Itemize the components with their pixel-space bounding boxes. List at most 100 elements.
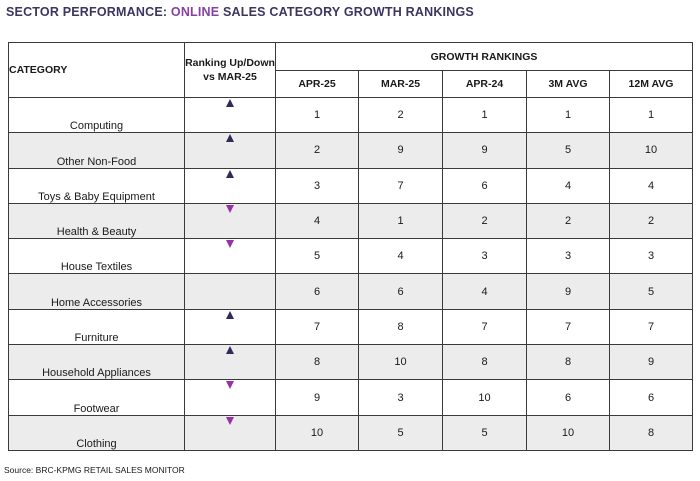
triangle-down-icon [226,204,234,213]
trend-cell [184,414,276,451]
table-row: Health & Beauty 4 1 2 2 2 [8,202,694,240]
table-row: Home Accessories 6 6 4 9 5 [8,273,694,310]
rank-value-cell: 3 [275,167,359,204]
rank-value-cell: 9 [358,132,443,169]
rank-value-cell: 1 [442,96,527,134]
rank-value-cell: 7 [442,308,527,346]
trend-cell [184,96,276,134]
category-cell: Home Accessories [8,273,185,310]
table-row: Other Non-Food 2 9 9 5 10 [8,132,694,169]
column-header: MAR-25 [358,70,443,98]
table-row: Household Appliances 8 10 8 8 9 [8,344,694,381]
rank-value-cell: 4 [442,273,527,310]
category-cell: Computing [8,96,185,134]
page-title: SECTOR PERFORMANCE: ONLINE SALES CATEGOR… [6,5,474,19]
rank-value-cell: 7 [275,308,359,346]
rank-value-cell: 5 [608,273,694,310]
header-ranking: Ranking Up/Down vs MAR-25 [184,42,276,98]
rank-value-cell: 4 [358,238,443,275]
title-prefix: SECTOR PERFORMANCE: [6,5,171,19]
triangle-down-icon [226,240,234,249]
rank-value-cell: 2 [275,132,359,169]
rank-value-cell: 6 [526,379,610,416]
rank-value-cell: 7 [526,308,610,346]
trend-cell [184,202,276,240]
category-cell: Toys & Baby Equipment [8,167,185,204]
rank-value-cell: 9 [275,379,359,416]
rank-value-cell: 4 [275,202,359,240]
table-row: Clothing 10 5 5 10 8 [8,414,694,451]
triangle-down-icon [226,381,234,390]
rank-value-cell: 9 [526,273,610,310]
column-header: 12M AVG [608,70,694,98]
rank-value-cell: 7 [358,167,443,204]
category-cell: Furniture [8,308,185,346]
rank-value-cell: 8 [442,344,527,381]
rank-value-cell: 2 [608,202,694,240]
rank-value-cell: 7 [608,308,694,346]
rank-value-cell: 1 [608,96,694,134]
table-row: Footwear 9 3 10 6 6 [8,379,694,416]
source-note: Source: BRC-KPMG RETAIL SALES MONITOR [4,465,185,475]
rank-value-cell: 8 [358,308,443,346]
header-growth-rankings: GROWTH RANKINGS [274,42,694,71]
triangle-up-icon [226,169,234,178]
trend-cell [184,379,276,416]
rank-value-cell: 4 [608,167,694,204]
rank-value-cell: 3 [442,238,527,275]
rank-value-cell: 2 [358,96,443,134]
rank-value-cell: 1 [526,96,610,134]
rank-value-cell: 1 [275,96,359,134]
rank-value-cell: 6 [275,273,359,310]
rank-value-cell: 8 [608,414,694,451]
table-row: Computing 1 2 1 1 1 [8,96,694,134]
rank-value-cell: 5 [275,238,359,275]
triangle-down-icon [226,416,234,425]
category-cell: House Textiles [8,238,185,275]
rank-value-cell: 5 [526,132,610,169]
rank-value-cell: 4 [526,167,610,204]
category-cell: Other Non-Food [8,132,185,169]
rank-value-cell: 5 [358,414,443,451]
title-suffix: SALES CATEGORY GROWTH RANKINGS [219,5,474,19]
column-header: APR-24 [442,70,527,98]
trend-cell [184,167,276,204]
triangle-up-icon [226,99,234,107]
rank-value-cell: 10 [442,379,527,416]
table-row: Furniture 7 8 7 7 7 [8,308,694,346]
trend-cell [184,308,276,346]
rank-value-cell: 2 [442,202,527,240]
triangle-up-icon [226,134,234,143]
category-cell: Footwear [8,379,185,416]
trend-cell [184,132,276,169]
rank-value-cell: 8 [275,344,359,381]
trend-cell [184,344,276,381]
category-cell: Clothing [8,414,185,451]
rank-value-cell: 3 [526,238,610,275]
table-body: Computing 1 2 1 1 1 Other Non-Food 2 9 9 5 10 Toys &… [8,96,694,451]
rank-value-cell: 10 [526,414,610,451]
rankings-table: CATEGORY Ranking Up/Down vs MAR-25 GROWT… [8,42,694,451]
rank-value-cell: 6 [608,379,694,416]
rank-value-cell: 10 [358,344,443,381]
triangle-up-icon [226,310,234,319]
column-header: 3M AVG [526,70,610,98]
column-header: APR-25 [275,70,359,98]
rank-value-cell: 10 [608,132,694,169]
rank-value-cell: 3 [608,238,694,275]
rank-value-cell: 9 [608,344,694,381]
rank-value-cell: 1 [358,202,443,240]
rank-value-cell: 5 [442,414,527,451]
category-cell: Household Appliances [8,344,185,381]
trend-cell [184,273,276,310]
table-row: House Textiles 5 4 3 3 3 [8,238,694,275]
header-category: CATEGORY [8,42,185,98]
rank-value-cell: 6 [358,273,443,310]
rank-value-cell: 2 [526,202,610,240]
rank-value-cell: 6 [442,167,527,204]
rank-value-cell: 10 [275,414,359,451]
rank-value-cell: 3 [358,379,443,416]
category-cell: Health & Beauty [8,202,185,240]
trend-cell [184,238,276,275]
rank-value-cell: 9 [442,132,527,169]
